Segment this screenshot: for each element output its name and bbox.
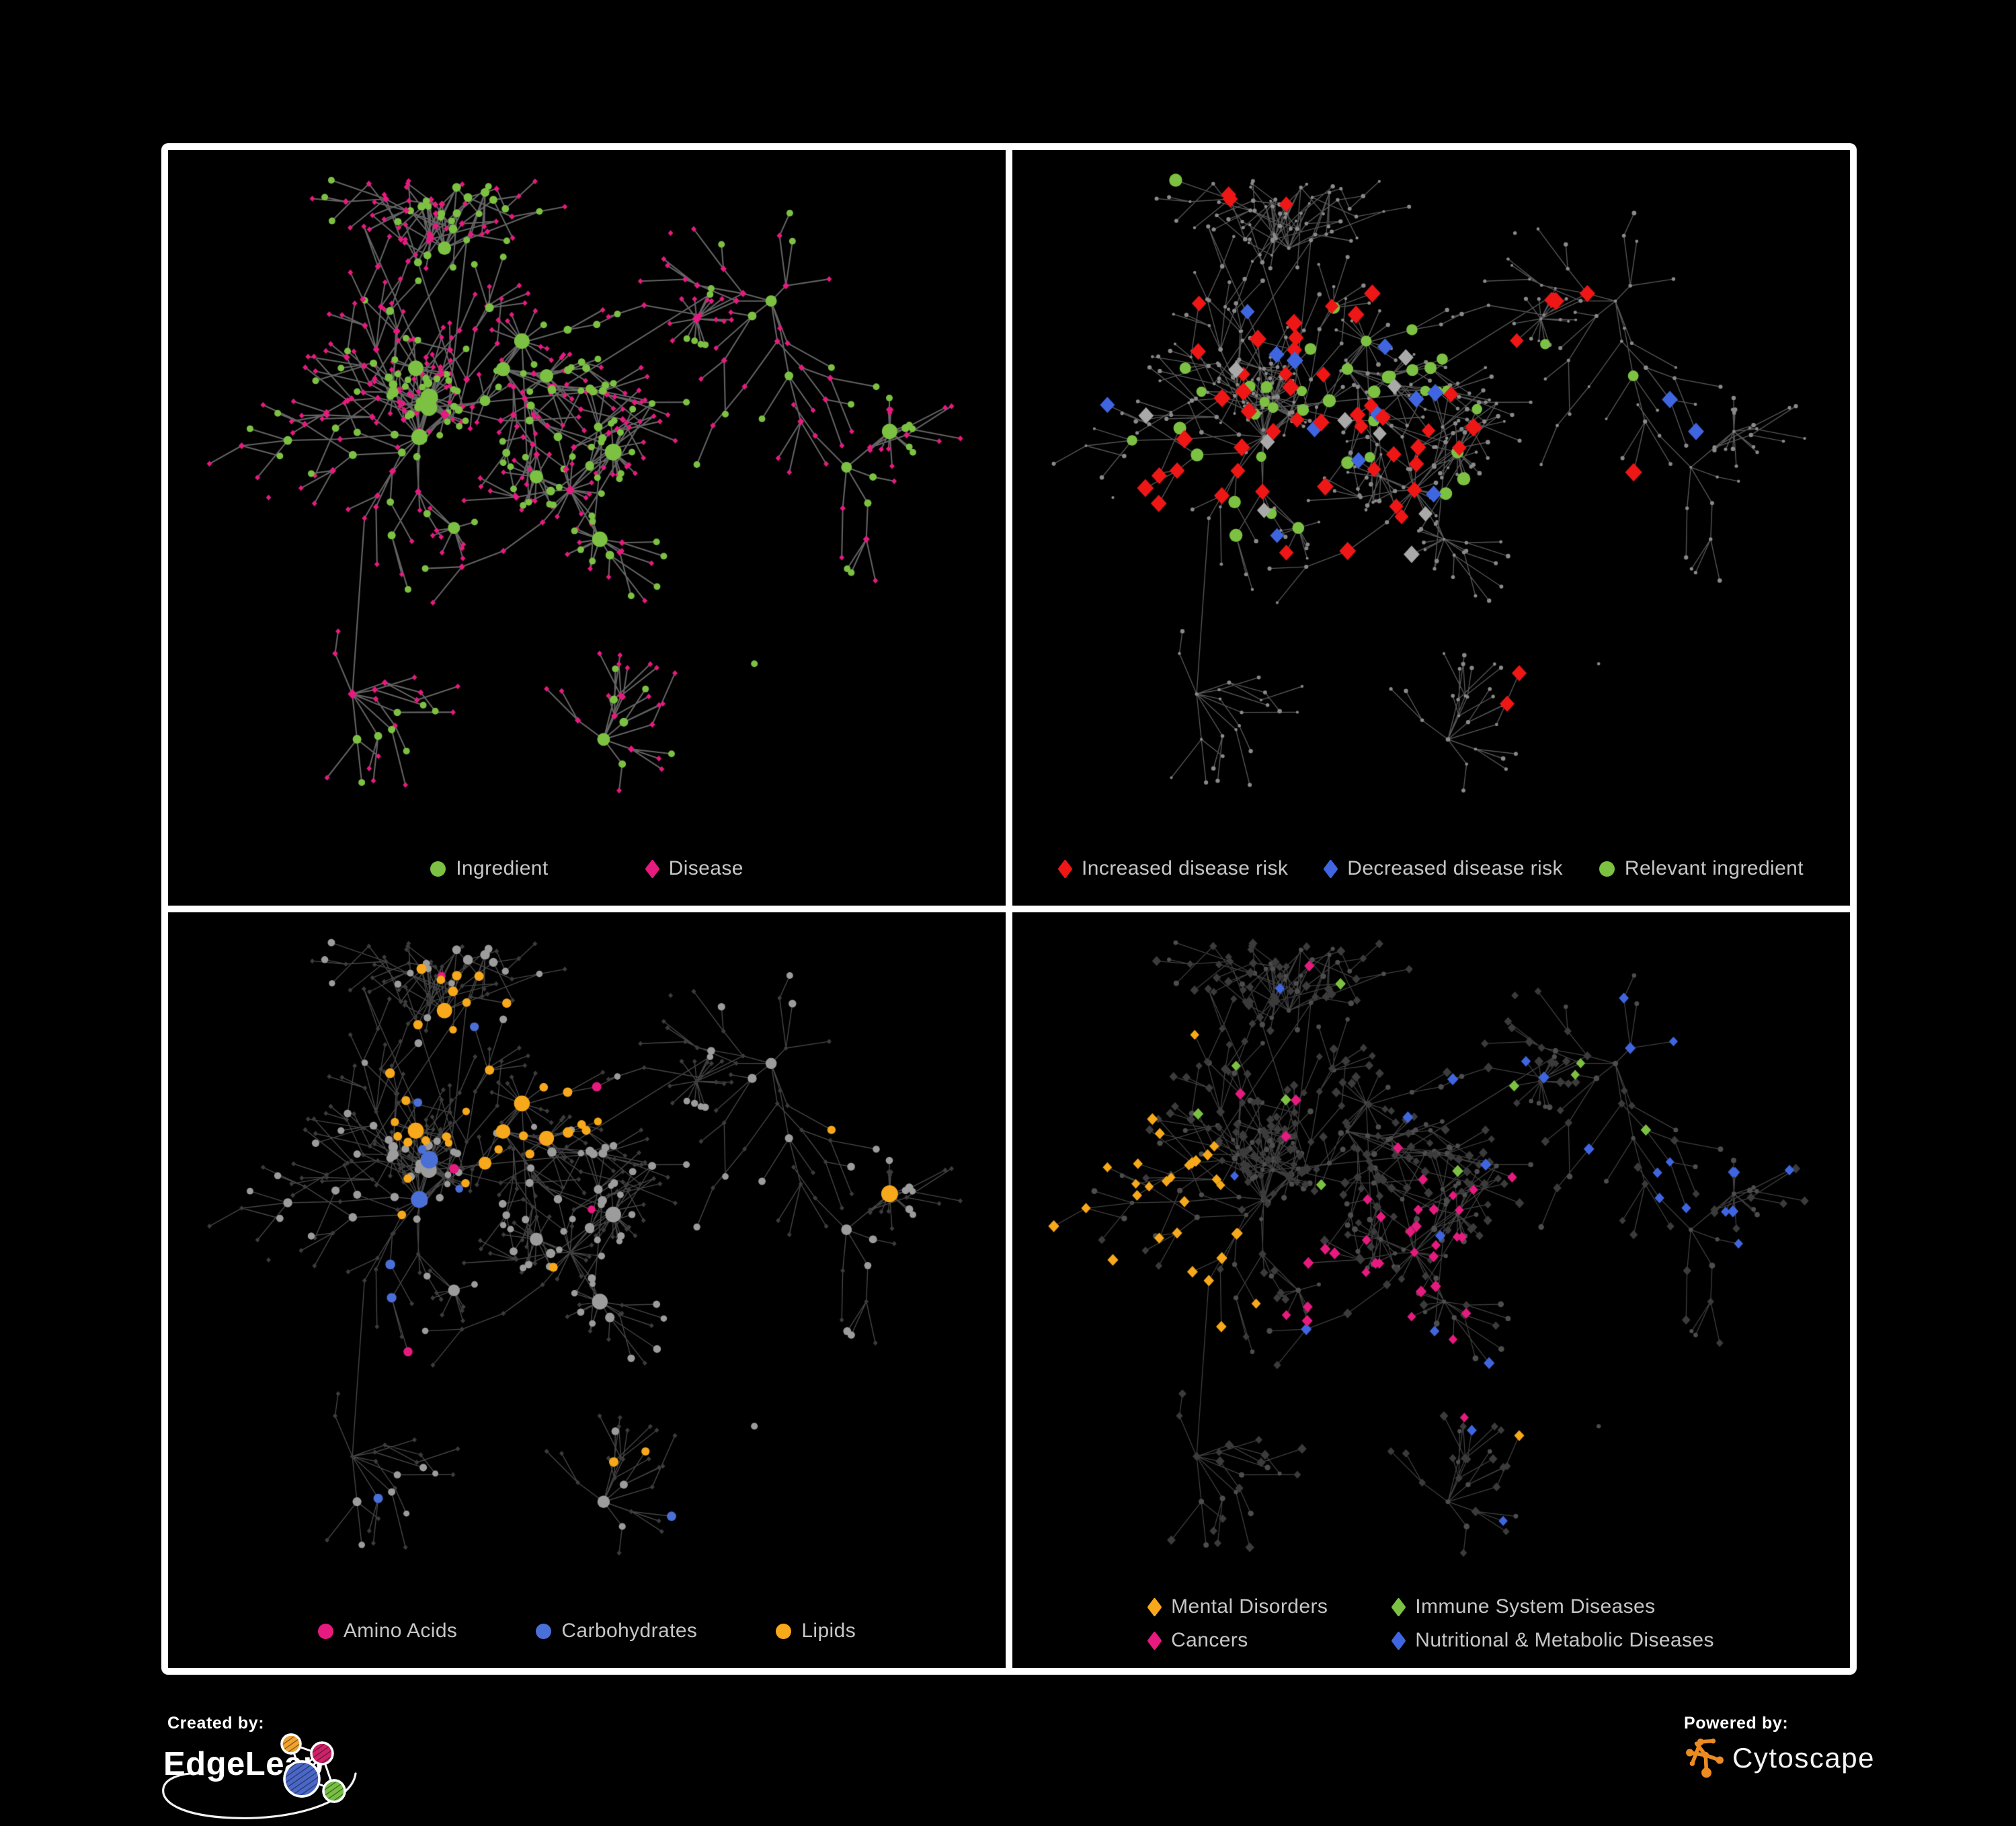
legend-label: Disease <box>668 857 743 879</box>
legend-marker-diamond-icon <box>1147 1630 1162 1651</box>
legend-label: Increased disease risk <box>1082 857 1289 879</box>
legend-label: Mental Disorders <box>1171 1595 1328 1618</box>
edgeleap-logo: EdgeLeap <box>162 1733 513 1820</box>
legend-label: Immune System Diseases <box>1415 1595 1656 1618</box>
legend-item: Decreased disease risk <box>1323 857 1563 880</box>
legend-marker-circle-icon <box>536 1623 552 1639</box>
legend-disease-classes: Mental Disorders Immune System Diseases Ca… <box>1012 1595 1850 1652</box>
legend-item: Cancers <box>1147 1629 1248 1652</box>
network-canvas-disease-classes <box>1012 912 1850 1668</box>
network-canvas-disease-risk <box>1012 150 1850 906</box>
legend-item: Lipids <box>776 1620 856 1642</box>
edgeleap-network-icon <box>280 1733 346 1803</box>
legend-label: Relevant ingredient <box>1624 857 1804 879</box>
legend-item: Amino Acids <box>317 1620 458 1642</box>
legend-label: Decreased disease risk <box>1347 857 1563 879</box>
panel-disease-risk: Increased disease risk Decreased disease … <box>1012 150 1850 906</box>
panel-ingredient-disease: Ingredient Disease <box>168 150 1006 906</box>
created-by-label: Created by: <box>167 1714 265 1733</box>
legend-item: Carbohydrates <box>536 1620 697 1642</box>
panel-grid: Ingredient Disease Increased disease risk… <box>161 143 1857 1675</box>
legend-item: Immune System Diseases <box>1391 1595 1656 1618</box>
powered-by-label: Powered by: <box>1684 1714 1789 1733</box>
legend-marker-diamond-icon <box>1391 1597 1406 1617</box>
legend-item: Increased disease risk <box>1057 857 1289 880</box>
legend-ingredient-disease: Ingredient Disease <box>168 857 1006 880</box>
legend-item: Nutritional & Metabolic Diseases <box>1391 1629 1714 1652</box>
panel-nutrient-classes: Amino Acids Carbohydrates Lipids <box>168 912 1006 1668</box>
legend-marker-circle-icon <box>430 861 446 877</box>
legend-marker-circle-icon <box>776 1623 792 1639</box>
legend-marker-diamond-icon <box>1147 1597 1162 1617</box>
legend-label: Amino Acids <box>343 1620 458 1642</box>
legend-label: Carbohydrates <box>561 1620 698 1642</box>
edgeleap-credit: Created by: EdgeLeap <box>162 1714 513 1820</box>
network-canvas-ingredient-disease <box>168 150 1006 906</box>
legend-label: Ingredient <box>456 857 549 879</box>
cytoscape-logo-icon <box>1686 1738 1724 1778</box>
legend-marker-diamond-icon <box>1057 859 1073 879</box>
legend-marker-diamond-icon <box>645 859 660 879</box>
legend-label: Cancers <box>1171 1629 1248 1651</box>
legend-disease-risk: Increased disease risk Decreased disease … <box>1012 857 1850 880</box>
legend-marker-diamond-icon <box>1391 1630 1406 1651</box>
legend-item: Mental Disorders <box>1147 1595 1328 1618</box>
network-canvas-nutrient-classes <box>168 912 1006 1668</box>
panel-disease-classes: Mental Disorders Immune System Diseases Ca… <box>1012 912 1850 1668</box>
legend-marker-circle-icon <box>317 1623 333 1639</box>
cytoscape-credit: Powered by: Cytoscape <box>1684 1714 1966 1801</box>
legend-item: Relevant ingredient <box>1599 857 1804 880</box>
legend-label: Nutritional & Metabolic Diseases <box>1415 1629 1714 1651</box>
legend-nutrient-classes: Amino Acids Carbohydrates Lipids <box>168 1620 1006 1642</box>
legend-item: Disease <box>645 857 743 880</box>
legend-marker-diamond-icon <box>1323 859 1338 879</box>
legend-item: Ingredient <box>430 857 548 880</box>
legend-marker-circle-icon <box>1599 861 1615 877</box>
cytoscape-wordmark: Cytoscape <box>1732 1742 1875 1774</box>
legend-label: Lipids <box>801 1620 856 1642</box>
